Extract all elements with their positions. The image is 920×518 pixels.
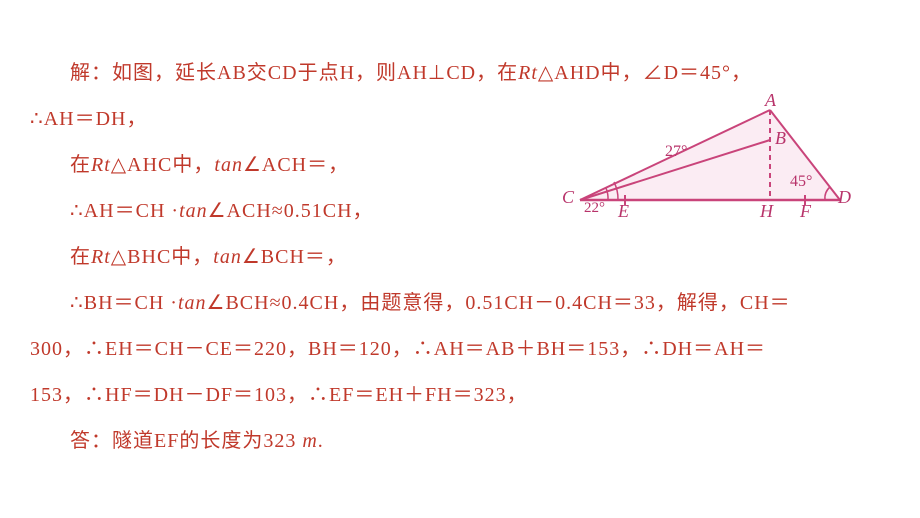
label-F: F bbox=[800, 201, 811, 222]
line-5: 在Rt△BHC中，tan∠BCH＝， bbox=[30, 234, 890, 280]
label-A: A bbox=[765, 90, 776, 111]
line-1: 解：如图，延长AB交CD于点H，则AH⊥CD，在Rt△AHD中，∠D＝45°， bbox=[30, 50, 890, 96]
line-answer: 答：隧道EF的长度为323 m. bbox=[30, 418, 890, 464]
label-B: B bbox=[775, 128, 786, 149]
label-H: H bbox=[760, 201, 773, 222]
line-6: ∴BH＝CH ·tan∠BCH≈0.4CH，由题意得，0.51CH－0.4CH＝… bbox=[30, 280, 890, 326]
label-angle22: 22° bbox=[584, 200, 605, 217]
line-7: 300，∴EH＝CH－CE＝220，BH＝120，∴AH＝AB＋BH＝153，∴… bbox=[30, 326, 890, 372]
label-D: D bbox=[838, 187, 851, 208]
label-solution: 解： bbox=[70, 62, 112, 84]
triangle-diagram: A B C D E H F 27° 22° 45° bbox=[570, 95, 850, 225]
label-C: C bbox=[562, 187, 574, 208]
label-E: E bbox=[618, 201, 629, 222]
label-angle27: 27° bbox=[665, 143, 687, 161]
line-8: 153，∴HF＝DH－DF＝103，∴EF＝EH＋FH＝323， bbox=[30, 372, 890, 418]
label-angle45: 45° bbox=[790, 173, 812, 191]
